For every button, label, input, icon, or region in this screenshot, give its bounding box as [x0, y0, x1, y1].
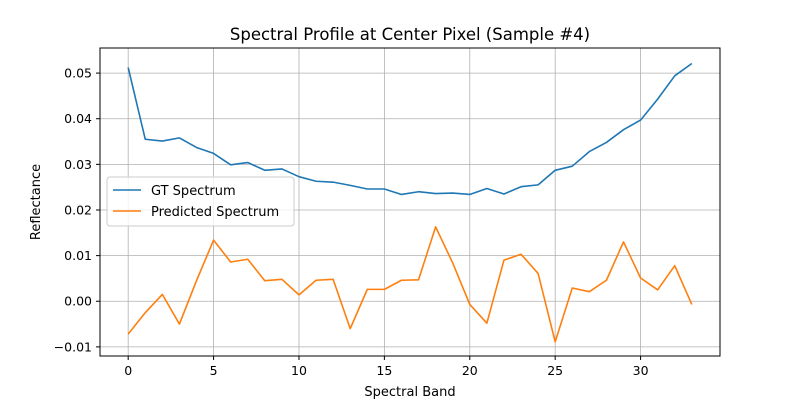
x-axis-label: Spectral Band: [364, 385, 455, 400]
y-tick-label: 0.01: [64, 248, 92, 263]
x-tick-label: 10: [291, 363, 307, 378]
legend-label-gt: GT Spectrum: [151, 184, 236, 199]
series-line-predicted: [127, 226, 693, 343]
y-axis-label: Reflectance: [29, 164, 44, 240]
x-tick-label: 20: [462, 363, 478, 378]
legend: GT Spectrum Predicted Spectrum: [106, 176, 295, 227]
series-lines: [127, 62, 693, 343]
x-tick-label: 0: [124, 363, 132, 378]
y-tick-label: 0.05: [64, 66, 92, 81]
axis-ticks: 0 5 10 15 20 25 30 −0.01 0.00 0.01 0.02 0.03 0.04 0.0…: [54, 66, 649, 378]
x-tick-label: 25: [547, 363, 563, 378]
y-tick-label: 0.04: [64, 111, 92, 126]
chart-title: Spectral Profile at Center Pixel (Sample…: [230, 25, 590, 44]
y-tick-label: 0.00: [64, 294, 92, 309]
x-tick-label: 5: [210, 363, 218, 378]
legend-label-predicted: Predicted Spectrum: [151, 205, 279, 220]
x-tick-label: 15: [376, 363, 392, 378]
y-tick-label: 0.02: [64, 202, 92, 217]
y-tick-label: −0.01: [54, 339, 92, 354]
series-line-gt: [127, 62, 693, 196]
plot-frame: [99, 47, 721, 357]
legend-box: [106, 176, 295, 227]
x-tick-label: 30: [633, 363, 649, 378]
y-tick-label: 0.03: [64, 157, 92, 172]
